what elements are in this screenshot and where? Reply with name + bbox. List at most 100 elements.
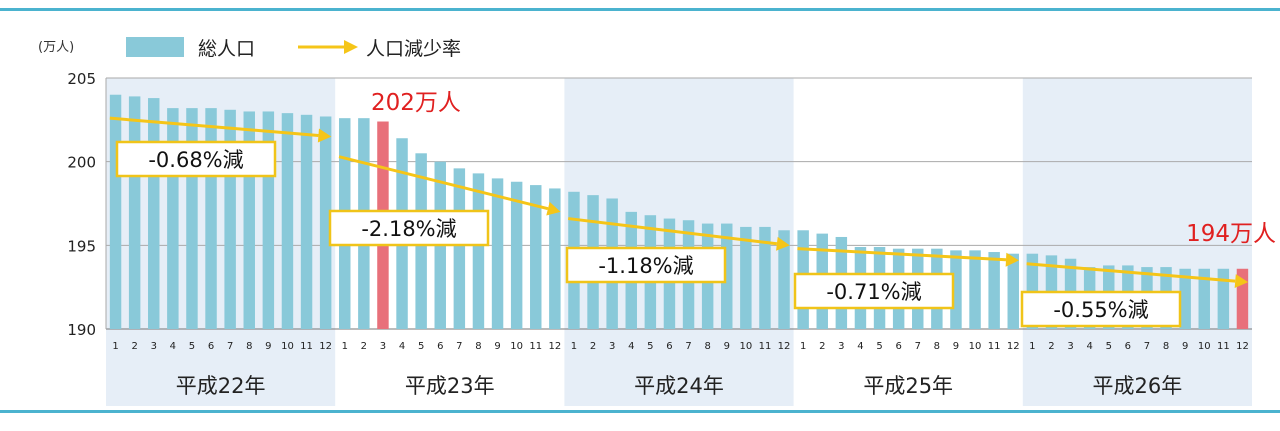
rate-label: -2.18%減 [361,217,456,241]
rate-arrowhead [546,201,561,216]
year-label: 平成23年 [405,374,495,398]
bar [472,173,485,329]
bar [281,113,294,329]
x-tick-label: 10 [1198,341,1211,352]
x-tick-label: 6 [895,341,901,352]
x-tick-label: 12 [548,341,561,352]
bar [778,230,790,329]
x-tick-label: 3 [609,341,615,352]
bar [1198,268,1210,329]
x-tick-label: 8 [1163,341,1169,352]
bar [740,226,752,329]
bar [1217,268,1230,329]
rate-arrowhead [1234,274,1249,289]
x-tick-label: 11 [988,341,1001,352]
x-tick-label: 7 [685,341,691,352]
bar [319,116,332,329]
highlight-value-label: 194万人 [1186,221,1276,247]
x-tick-label: 9 [1182,341,1188,352]
x-tick-label: 4 [857,341,863,352]
x-tick-label: 10 [510,341,523,352]
bar [510,181,523,329]
bar [128,96,141,329]
x-tick-label: 9 [265,341,271,352]
y-tick-label: 190 [67,321,96,339]
x-tick-label: 4 [628,341,634,352]
rate-arrow [568,217,778,246]
x-tick-label: 12 [778,341,791,352]
rate-label: -1.18%減 [598,254,693,278]
x-tick-label: 1 [342,341,348,352]
bar [186,108,198,330]
y-tick-label: 195 [67,237,96,255]
x-tick-label: 8 [704,341,710,352]
bar [721,223,733,329]
rate-label: -0.68%減 [148,148,243,172]
bar [453,168,466,329]
x-tick-label: 5 [1106,341,1112,352]
x-tick-label: 6 [437,341,443,352]
x-tick-label: 2 [131,341,137,352]
legend-bar-swatch [126,37,184,57]
year-label: 平成22年 [176,374,266,398]
x-tick-label: 6 [208,341,214,352]
x-tick-label: 10 [969,341,982,352]
x-tick-label: 6 [1125,341,1131,352]
x-tick-label: 9 [494,341,500,352]
x-tick-label: 7 [1144,341,1150,352]
bar [167,108,179,330]
x-tick-label: 9 [953,341,959,352]
x-tick-label: 5 [876,341,882,352]
x-tick-label: 5 [647,341,653,352]
bottom-border [0,410,1280,413]
y-tick-label: 205 [67,70,96,88]
y-tick-label: 200 [67,154,96,172]
rate-arrowhead [776,236,790,251]
rate-arrowhead [317,128,332,143]
x-tick-label: 5 [189,341,195,352]
bar [300,114,313,330]
year-label: 平成24年 [634,374,724,398]
bar [549,188,561,329]
x-tick-label: 10 [739,341,752,352]
rate-arrowhead [1005,252,1019,267]
x-tick-label: 2 [1048,341,1054,352]
x-tick-label: 8 [246,341,252,352]
bar [491,178,504,329]
bar [262,111,275,329]
x-tick-label: 2 [819,341,825,352]
x-tick-label: 11 [759,341,772,352]
x-tick-label: 1 [1029,341,1035,352]
bar [205,108,217,330]
y-unit-label: (万人) [38,40,74,55]
highlight-bar [1236,268,1249,329]
x-tick-label: 6 [666,341,672,352]
bar [148,98,160,329]
x-tick-label: 1 [112,341,118,352]
rate-box [565,246,727,284]
rate-arrow [797,247,1007,262]
x-tick-label: 3 [151,341,157,352]
x-tick-label: 1 [800,341,806,352]
rate-label: -0.71%減 [826,280,921,304]
bar [243,111,255,329]
x-tick-label: 3 [1067,341,1073,352]
rate-box [793,272,955,310]
x-tick-label: 11 [300,341,313,352]
rate-box [115,140,277,178]
bar [950,250,962,329]
year-label: 平成26年 [1093,374,1183,398]
legend-arrow-icon [298,40,358,54]
bar [530,185,542,329]
x-tick-label: 3 [380,341,386,352]
x-tick-label: 12 [319,341,332,352]
x-tick-label: 10 [281,341,294,352]
rate-label: -0.55%減 [1053,298,1148,322]
x-tick-label: 2 [590,341,596,352]
highlight-value-label: 202万人 [371,90,461,116]
legend-line-label: 人口減少率 [366,38,461,60]
x-tick-label: 11 [1217,341,1230,352]
bar [969,250,981,329]
